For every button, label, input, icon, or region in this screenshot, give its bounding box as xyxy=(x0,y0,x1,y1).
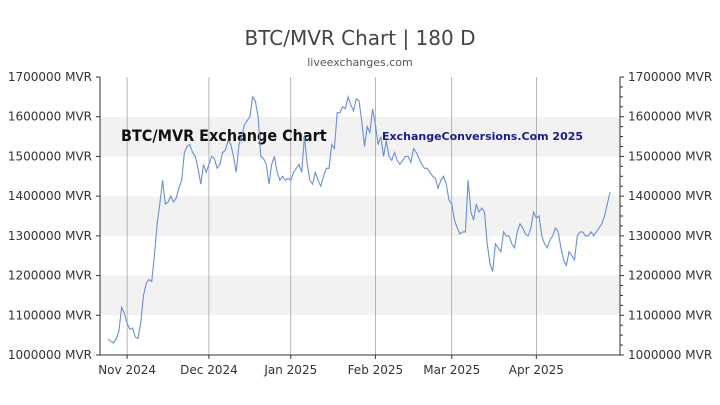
x-tick-label: Feb 2025 xyxy=(348,363,404,377)
chart-title: BTC/MVR Chart | 180 D xyxy=(244,26,476,50)
y-tick-label-right: 1000000 MVR xyxy=(628,348,712,362)
y-tick-label-right: 1500000 MVR xyxy=(628,149,712,163)
chart-subtitle: liveexchanges.com xyxy=(307,56,413,69)
x-tick-label: Mar 2025 xyxy=(423,363,480,377)
grid-band xyxy=(100,196,620,236)
y-tick-label-right: 1700000 MVR xyxy=(628,70,712,84)
y-tick-label-right: 1400000 MVR xyxy=(628,189,712,203)
x-tick-label: Jan 2025 xyxy=(263,363,317,377)
series-line xyxy=(107,94,611,344)
y-tick-label-left: 1600000 MVR xyxy=(8,110,92,124)
y-tick-label-left: 1500000 MVR xyxy=(8,149,92,163)
watermark-left: BTC/MVR Exchange Chart xyxy=(121,126,327,145)
y-tick-label-right: 1300000 MVR xyxy=(628,229,712,243)
grid-band xyxy=(100,116,620,157)
y-tick-label-right: 1100000 MVR xyxy=(628,308,712,322)
x-tick-label: Apr 2025 xyxy=(509,363,564,377)
y-tick-label-left: 1000000 MVR xyxy=(8,348,92,362)
y-tick-label-left: 1700000 MVR xyxy=(8,70,92,84)
y-tick-label-right: 1200000 MVR xyxy=(628,269,712,283)
watermark-right: ExchangeConversions.Com 2025 xyxy=(382,130,583,143)
x-tick-label: Dec 2024 xyxy=(180,363,238,377)
grid-band xyxy=(100,275,620,316)
y-tick-label-left: 1100000 MVR xyxy=(8,308,92,322)
x-tick-label: Nov 2024 xyxy=(98,363,156,377)
y-tick-label-left: 1200000 MVR xyxy=(8,269,92,283)
y-tick-label-left: 1300000 MVR xyxy=(8,229,92,243)
y-tick-label-left: 1400000 MVR xyxy=(8,189,92,203)
y-tick-label-right: 1600000 MVR xyxy=(628,110,712,124)
